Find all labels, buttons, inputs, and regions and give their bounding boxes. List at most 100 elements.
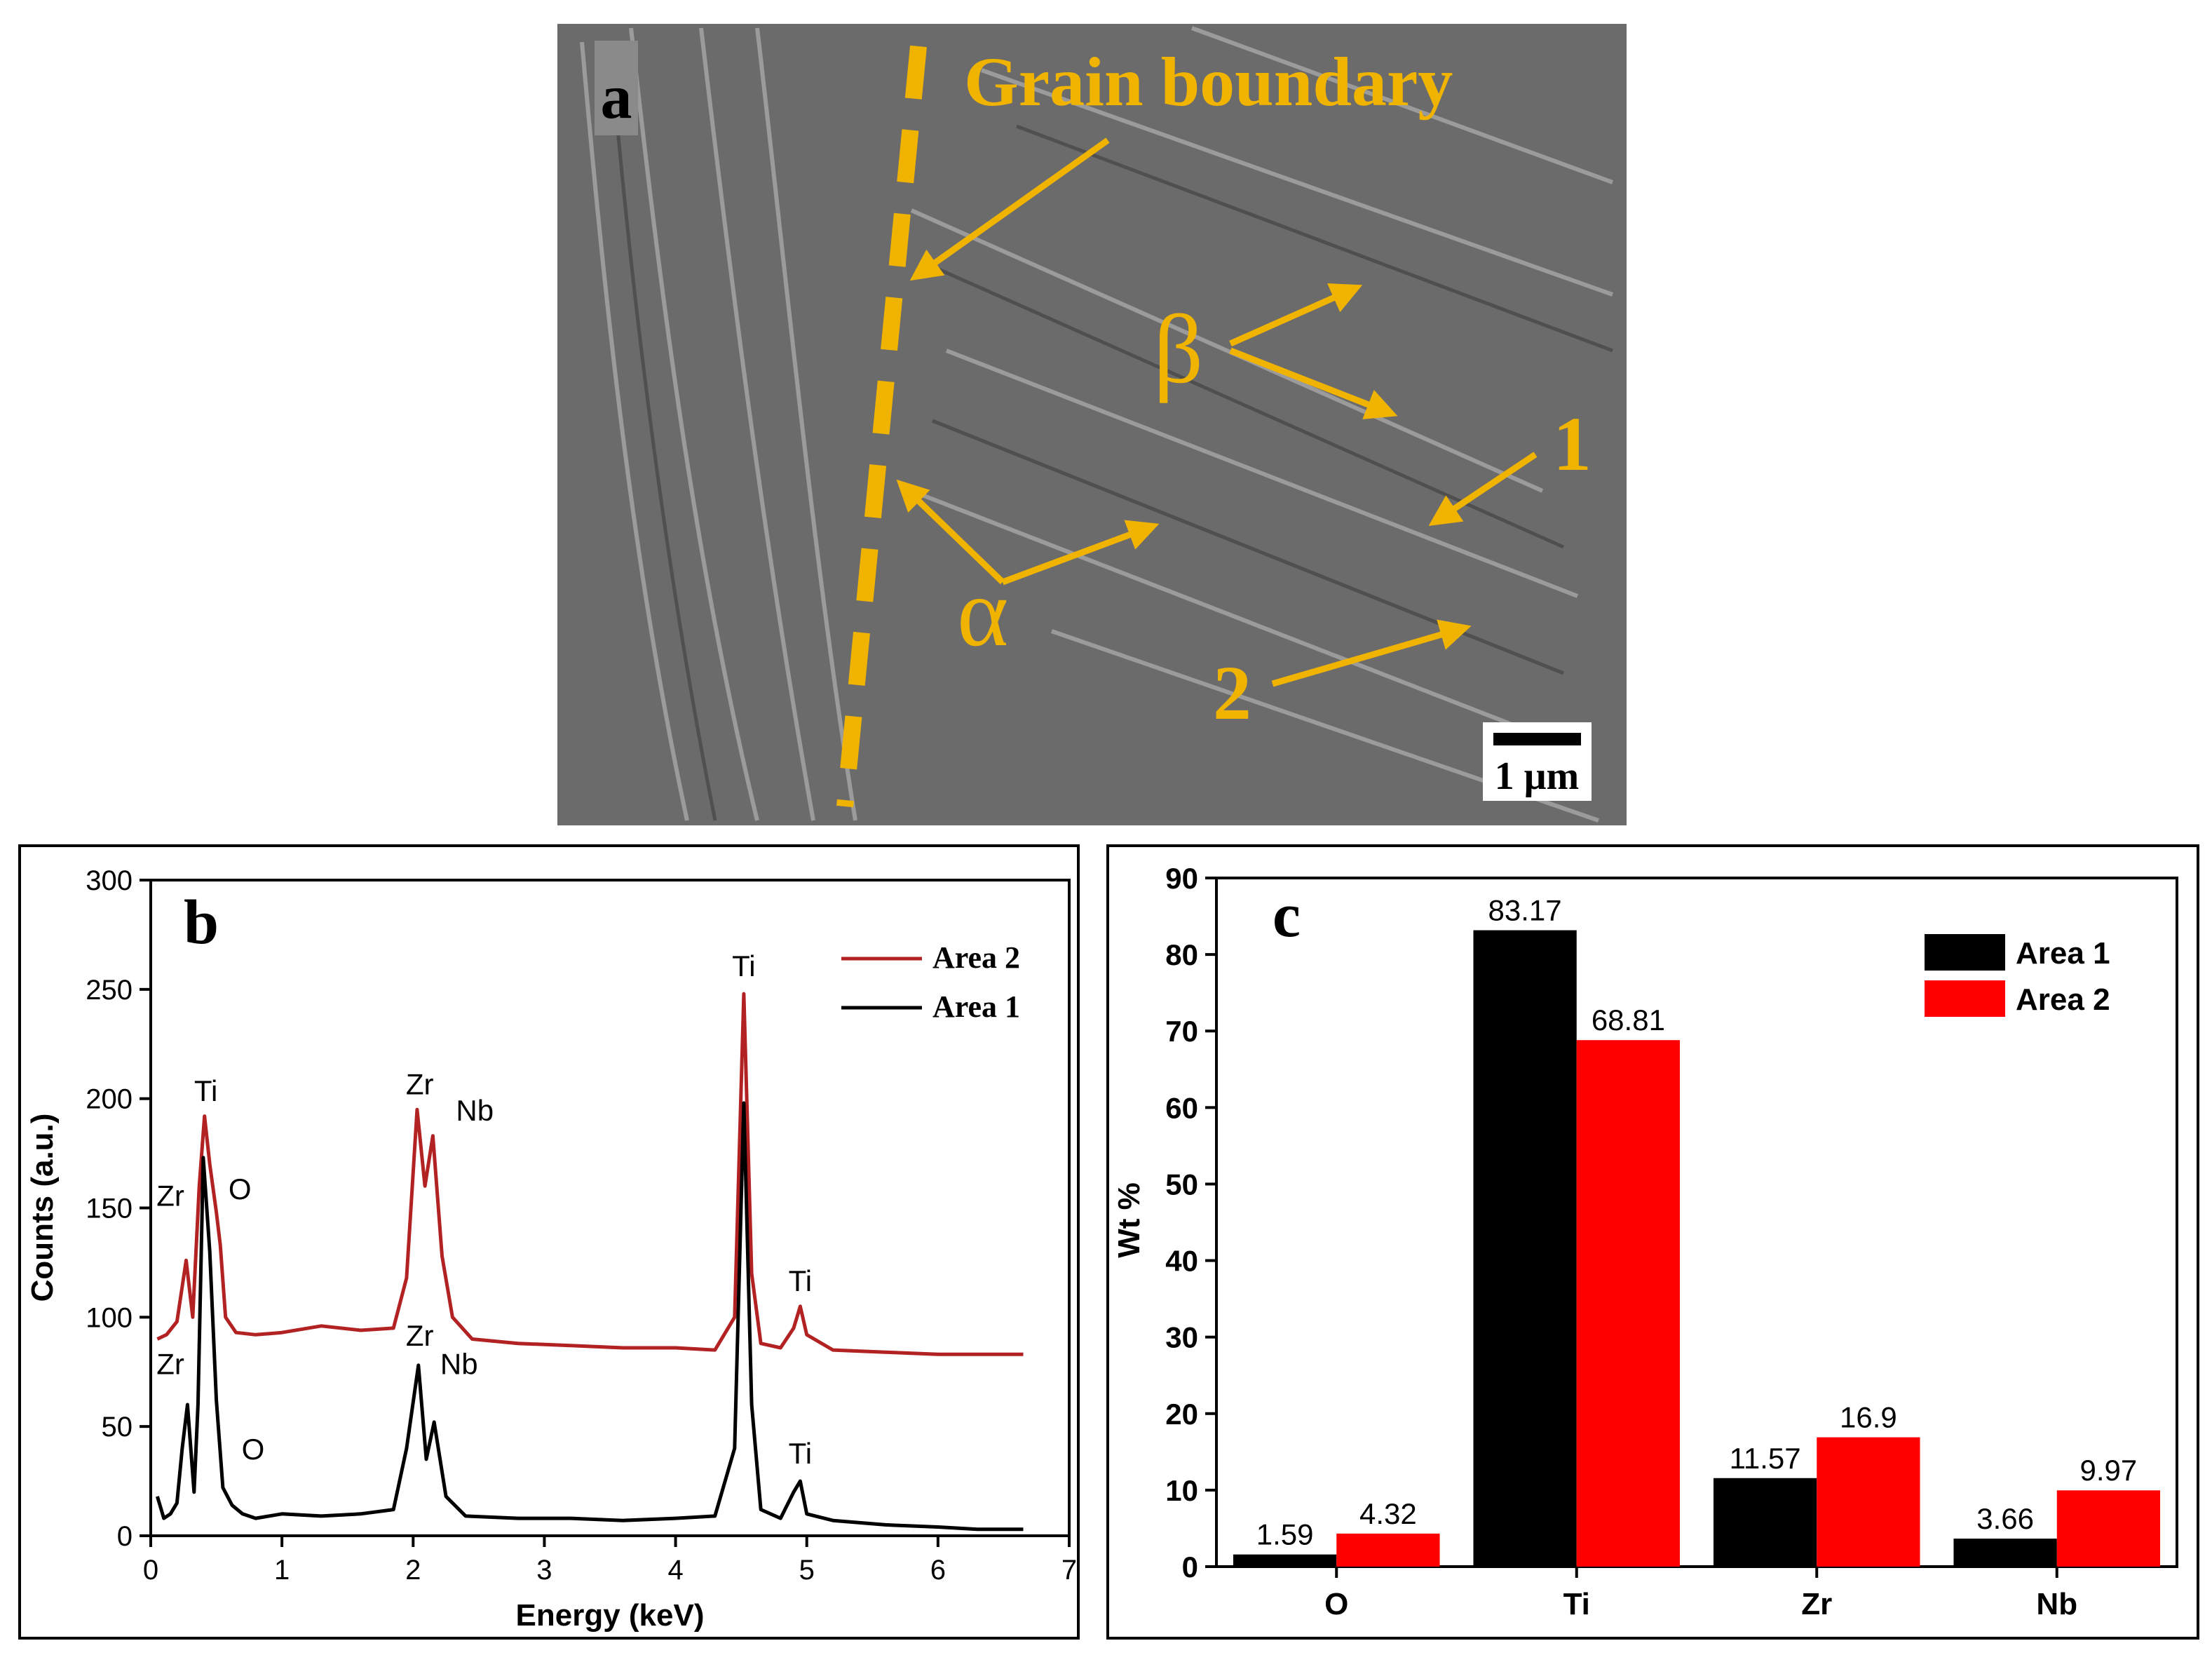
panel-c-y-axis-title: Wt % — [1112, 1182, 1146, 1258]
panel-b-series — [156, 992, 1024, 1532]
scale-bar-label: 1 μm — [1495, 755, 1579, 798]
legend-label: Area 1 — [2016, 936, 2110, 971]
point-2-arrow — [1271, 619, 1472, 687]
bar-area-2-zr — [1817, 1437, 1920, 1567]
x-tick-label: Ti — [1563, 1587, 1590, 1621]
panel-a: a Grain boundary β α 1 2 1 μm — [557, 24, 1627, 825]
panel-b-legend: Area 2 Area 1 — [841, 940, 1020, 1024]
x-tick-label: 3 — [536, 1555, 552, 1586]
bar-value-label: 83.17 — [1488, 894, 1562, 927]
alpha-label: α — [957, 558, 1008, 667]
y-tick-label: 90 — [1165, 862, 1198, 895]
bar-value-label: 68.81 — [1592, 1004, 1665, 1036]
x-tick-label: 0 — [143, 1555, 158, 1586]
panel-c-x-axis: O Ti Zr Nb — [1324, 1567, 2077, 1621]
spectrum-line-area-1 — [156, 1101, 1024, 1532]
peak-label: O — [229, 1173, 252, 1205]
peak-label: Ti — [732, 950, 755, 982]
alpha-arrow-left — [896, 479, 1005, 585]
peak-label: Zr — [406, 1067, 434, 1100]
x-tick-label: O — [1324, 1587, 1348, 1621]
peak-label: O — [242, 1433, 265, 1466]
panel-c-label: c — [1273, 881, 1301, 950]
micrograph-background — [557, 24, 1627, 825]
beta-arrow-lower — [1229, 347, 1398, 419]
panel-c-legend: Area 1 Area 2 — [1925, 934, 2110, 1017]
y-tick-label: 30 — [1165, 1321, 1198, 1354]
panel-c-plot-area — [1215, 877, 2178, 1568]
x-tick-label: 6 — [930, 1555, 946, 1586]
bar-value-label: 3.66 — [1976, 1502, 2034, 1535]
bar-area-2-ti — [1576, 1040, 1681, 1567]
peak-label: Ti — [789, 1264, 812, 1297]
point-1-label: 1 — [1553, 401, 1592, 487]
bar-value-label: 9.97 — [2080, 1454, 2138, 1487]
panel-c-y-axis: 0 10 20 30 40 50 60 70 80 90 — [1165, 862, 1216, 1583]
y-tick-label: 10 — [1165, 1474, 1198, 1507]
legend-label: Area 2 — [932, 940, 1020, 975]
y-tick-label: 300 — [86, 865, 133, 896]
x-tick-label: Zr — [1801, 1587, 1832, 1621]
y-tick-label: 60 — [1165, 1091, 1198, 1124]
panel-c-bars: 1.59 4.32 83.17 68.81 11.57 16.9 3.66 9.97 — [1233, 894, 2161, 1567]
scale-bar — [1493, 733, 1581, 745]
y-tick-label: 50 — [102, 1412, 133, 1443]
peak-label: Zr — [156, 1179, 184, 1212]
panel-b-y-axis: 0 50 100 150 200 250 300 — [86, 865, 151, 1552]
bar-area-2-nb — [2056, 1490, 2161, 1567]
panel-c: 0 10 20 30 40 50 60 70 80 90 O Ti Zr Nb 1.59 4.32 83.1… — [1106, 844, 2199, 1640]
legend-swatch — [1925, 980, 2005, 1017]
y-tick-label: 70 — [1165, 1015, 1198, 1048]
bar-value-label: 16.9 — [1840, 1401, 1897, 1434]
panel-a-label: a — [601, 62, 632, 132]
bar-area-2-o — [1336, 1533, 1440, 1567]
panel-b-label: b — [184, 888, 219, 957]
y-tick-label: 20 — [1165, 1398, 1198, 1431]
y-tick-label: 0 — [1182, 1550, 1198, 1583]
y-tick-label: 100 — [86, 1302, 133, 1333]
peak-label: Zr — [156, 1347, 184, 1380]
point-2-label: 2 — [1213, 650, 1251, 736]
y-tick-label: 50 — [1165, 1168, 1198, 1201]
panel-b-x-axis: 0 1 2 3 4 5 6 7 — [143, 1536, 1077, 1586]
x-tick-label: 5 — [799, 1555, 815, 1586]
peak-label: Nb — [440, 1347, 478, 1380]
beta-arrow-upper — [1229, 283, 1363, 347]
panel-b-y-axis-title: Counts (a.u.) — [25, 1114, 60, 1302]
x-tick-label: 4 — [667, 1555, 683, 1586]
grain-boundary-arrow — [909, 137, 1110, 281]
x-tick-label: 1 — [274, 1555, 290, 1586]
bar-area-1-nb — [1953, 1539, 2057, 1567]
panel-a-label-box — [595, 41, 638, 135]
x-tick-label: 7 — [1061, 1555, 1077, 1586]
bar-value-label: 11.57 — [1730, 1442, 1801, 1475]
point-1-arrow — [1428, 452, 1538, 527]
beta-label: β — [1153, 295, 1203, 404]
peak-label: Ti — [194, 1074, 217, 1107]
y-tick-label: 0 — [117, 1521, 133, 1552]
alpha-arrow-right — [1001, 520, 1160, 586]
peak-label: Zr — [406, 1319, 434, 1352]
legend-swatch — [1925, 934, 2005, 971]
peak-label: Nb — [456, 1094, 494, 1127]
legend-label: Area 2 — [2016, 982, 2110, 1017]
grain-boundary-label: Grain boundary — [964, 43, 1453, 121]
spectrum-line-area-2 — [156, 992, 1024, 1356]
y-tick-label: 80 — [1165, 938, 1198, 971]
legend-label: Area 1 — [932, 989, 1020, 1024]
bar-area-1-zr — [1713, 1478, 1817, 1567]
bar-value-label: 1.59 — [1256, 1518, 1314, 1551]
y-tick-label: 40 — [1165, 1245, 1198, 1278]
bar-area-1-o — [1233, 1554, 1337, 1567]
y-tick-label: 250 — [86, 975, 133, 1006]
x-tick-label: Nb — [2036, 1587, 2077, 1621]
bar-value-label: 4.32 — [1359, 1497, 1417, 1530]
y-tick-label: 150 — [86, 1194, 133, 1224]
panel-b-x-axis-title: Energy (keV) — [516, 1598, 705, 1633]
bar-area-1-ti — [1473, 930, 1577, 1567]
peak-label: Ti — [789, 1437, 812, 1470]
y-tick-label: 200 — [86, 1084, 133, 1115]
